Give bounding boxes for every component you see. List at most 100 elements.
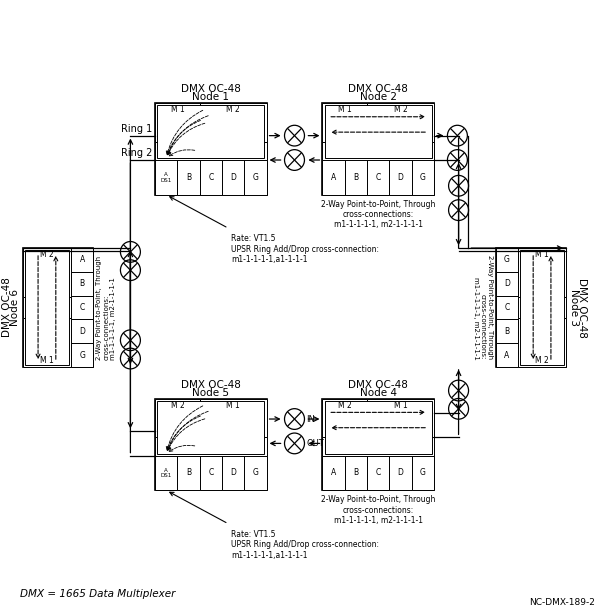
Text: M 2: M 2 (226, 105, 240, 114)
Text: D: D (397, 469, 403, 477)
Bar (495, 319, 518, 343)
Text: 2-Way Point-to-Point, Through
cross-connections:
m1-1-1-1-1, m2-1-1-1-1: 2-Way Point-to-Point, Through cross-conn… (472, 255, 493, 360)
Bar (155, 399, 266, 490)
Bar (200, 103, 266, 141)
Bar (71, 343, 94, 367)
Text: Node 1: Node 1 (192, 92, 230, 102)
Bar (155, 141, 266, 160)
Text: G: G (420, 173, 426, 182)
Bar (367, 456, 390, 490)
Bar (325, 401, 432, 454)
Text: B: B (353, 469, 358, 477)
Text: G: G (252, 469, 259, 477)
Bar (200, 456, 222, 490)
Bar (495, 296, 518, 319)
Bar (323, 437, 434, 456)
Bar (390, 456, 411, 490)
Bar (155, 399, 200, 437)
Bar (200, 399, 266, 437)
Text: G: G (79, 351, 85, 360)
Text: DMX OC-48: DMX OC-48 (181, 84, 241, 94)
Bar (520, 250, 564, 365)
Bar (178, 160, 200, 195)
Text: B: B (186, 173, 191, 182)
Text: M 1: M 1 (338, 105, 352, 114)
Bar (155, 103, 266, 195)
Text: C: C (208, 469, 213, 477)
Bar (155, 456, 178, 490)
Text: Node 3: Node 3 (569, 289, 579, 326)
Bar (495, 248, 518, 272)
Bar (411, 456, 434, 490)
Text: DMX = 1665 Data Multiplexer: DMX = 1665 Data Multiplexer (20, 589, 175, 599)
Text: DMX OC-48: DMX OC-48 (2, 277, 13, 338)
Bar (244, 456, 266, 490)
Text: B: B (353, 173, 358, 182)
Text: Ring 1: Ring 1 (121, 124, 152, 134)
Text: A: A (80, 255, 85, 264)
Bar (345, 456, 367, 490)
Text: C: C (504, 303, 509, 312)
Text: B: B (186, 469, 191, 477)
Text: NC-DMX-189-2: NC-DMX-189-2 (530, 598, 596, 608)
Text: Rate: VT1.5
UPSR Ring Add/Drop cross-connection:
m1-1-1-1-1,a1-1-1-1: Rate: VT1.5 UPSR Ring Add/Drop cross-con… (231, 234, 379, 264)
Bar (222, 160, 244, 195)
Text: OUT: OUT (306, 439, 324, 448)
Bar (244, 160, 266, 195)
Bar (158, 401, 265, 454)
Text: M 2: M 2 (394, 105, 407, 114)
Bar (23, 248, 71, 297)
Bar (200, 160, 222, 195)
Text: DMX OC-48: DMX OC-48 (181, 380, 241, 390)
Text: 2-Way Point-to-Point, Through
cross-connections:
m1-1-1-1-1, m2-1-1-1-1: 2-Way Point-to-Point, Through cross-conn… (321, 495, 435, 525)
Bar (23, 318, 71, 367)
Bar (495, 272, 518, 296)
Bar (222, 456, 244, 490)
Text: D: D (230, 173, 236, 182)
Text: Node 6: Node 6 (10, 289, 20, 326)
Bar (71, 248, 94, 272)
Bar (390, 160, 411, 195)
Text: D: D (397, 173, 403, 182)
Bar (495, 248, 566, 367)
Text: M 1: M 1 (394, 401, 407, 410)
Bar (23, 297, 71, 318)
Bar (71, 319, 94, 343)
Text: 2-Way Point-to-Point, Through
cross-connections:
m1-1-1-1-1, m2-1-1-1-1: 2-Way Point-to-Point, Through cross-conn… (97, 255, 117, 360)
Text: Node 5: Node 5 (192, 387, 230, 398)
Bar (367, 399, 434, 437)
Text: IN: IN (306, 415, 315, 424)
Text: Ring 2: Ring 2 (121, 148, 152, 158)
Text: DMX OC-48: DMX OC-48 (349, 380, 408, 390)
Text: C: C (208, 173, 213, 182)
Text: 2-Way Point-to-Point, Through
cross-connections:
m1-1-1-1-1, m2-1-1-1-1: 2-Way Point-to-Point, Through cross-conn… (321, 200, 435, 229)
Text: D: D (504, 279, 510, 288)
Bar (323, 160, 345, 195)
Text: M 2: M 2 (338, 401, 352, 410)
Bar (323, 103, 367, 141)
Bar (71, 296, 94, 319)
Text: B: B (80, 279, 85, 288)
Bar (323, 399, 434, 490)
Text: C: C (376, 173, 381, 182)
Bar (23, 248, 94, 367)
Text: M 1: M 1 (40, 356, 54, 365)
Bar (518, 248, 566, 297)
Bar (25, 250, 69, 365)
Text: G: G (252, 173, 259, 182)
Text: A: A (504, 351, 509, 360)
Text: A
DS1: A DS1 (161, 172, 172, 183)
Text: D: D (230, 469, 236, 477)
Text: A: A (331, 469, 336, 477)
Text: M 1: M 1 (226, 401, 240, 410)
Bar (323, 103, 434, 195)
Text: DMX OC-48: DMX OC-48 (577, 277, 586, 338)
Text: C: C (80, 303, 85, 312)
Bar (158, 105, 265, 158)
Text: M 2: M 2 (170, 401, 184, 410)
Text: G: G (504, 255, 510, 264)
Bar (323, 141, 434, 160)
Bar (155, 437, 266, 456)
Bar (518, 318, 566, 367)
Bar (155, 160, 178, 195)
